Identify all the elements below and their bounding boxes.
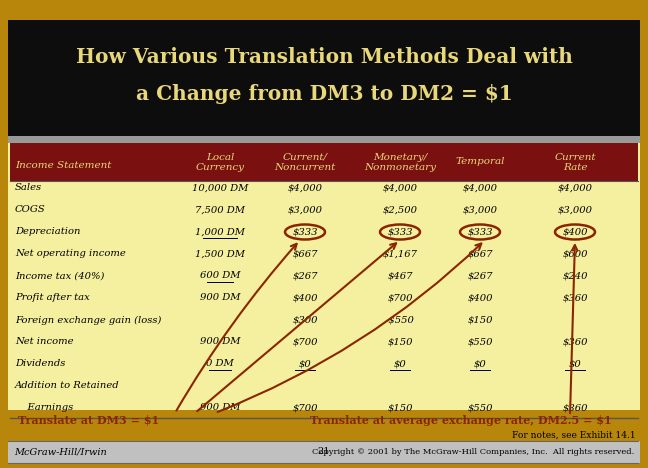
Text: $2,500: $2,500 (382, 205, 417, 214)
Text: Translate at DM3 = $1: Translate at DM3 = $1 (18, 415, 159, 425)
Text: $150: $150 (467, 315, 492, 324)
Text: 10,000 DM: 10,000 DM (192, 183, 248, 192)
Text: $400: $400 (467, 293, 492, 302)
Text: $333: $333 (292, 227, 318, 236)
Text: Current/: Current/ (283, 153, 327, 161)
Text: Income tax (40%): Income tax (40%) (15, 271, 104, 280)
Text: Net operating income: Net operating income (15, 249, 126, 258)
Text: $300: $300 (292, 315, 318, 324)
Bar (8, 20, 640, 138)
Text: 900 DM: 900 DM (200, 293, 240, 302)
Text: $333: $333 (388, 227, 413, 236)
Text: Dividends: Dividends (15, 359, 65, 368)
Text: Copyright © 2001 by The McGraw-Hill Companies, Inc.  All rights reserved.: Copyright © 2001 by The McGraw-Hill Comp… (312, 448, 634, 456)
Text: $400: $400 (292, 293, 318, 302)
Text: Depreciation: Depreciation (15, 227, 80, 236)
Text: $240: $240 (562, 271, 588, 280)
Bar (8, 441, 640, 463)
Text: Earnings: Earnings (15, 403, 73, 412)
Text: $3,000: $3,000 (288, 205, 323, 214)
Text: $400: $400 (562, 227, 588, 236)
Bar (8, 136, 640, 143)
Text: $700: $700 (388, 293, 413, 302)
Text: 7,500 DM: 7,500 DM (195, 205, 245, 214)
Text: $150: $150 (388, 337, 413, 346)
Text: Rate: Rate (562, 163, 587, 173)
Text: $667: $667 (467, 249, 492, 258)
Text: $360: $360 (562, 403, 588, 412)
Text: 1,000 DM: 1,000 DM (195, 227, 245, 236)
Text: McGraw-Hill/Irwin: McGraw-Hill/Irwin (14, 447, 107, 456)
Text: $267: $267 (292, 271, 318, 280)
Text: $0: $0 (393, 359, 406, 368)
Text: $4,000: $4,000 (288, 183, 323, 192)
Text: $4,000: $4,000 (557, 183, 592, 192)
Text: $267: $267 (467, 271, 492, 280)
Text: $600: $600 (562, 249, 588, 258)
Text: -$550: -$550 (386, 315, 415, 324)
Text: 600 DM: 600 DM (200, 271, 240, 280)
Text: $0: $0 (569, 359, 581, 368)
Text: a Change from DM3 to DM2 = $1: a Change from DM3 to DM2 = $1 (135, 84, 513, 104)
Text: 21: 21 (318, 447, 330, 456)
Text: $467: $467 (388, 271, 413, 280)
Text: $550: $550 (467, 403, 492, 412)
Text: $360: $360 (562, 293, 588, 302)
Text: $667: $667 (292, 249, 318, 258)
Text: $1,167: $1,167 (382, 249, 417, 258)
Text: 0 DM: 0 DM (206, 359, 234, 368)
Text: $333: $333 (467, 227, 492, 236)
Text: $4,000: $4,000 (382, 183, 417, 192)
Text: Net income: Net income (15, 337, 73, 346)
Text: Noncurrent: Noncurrent (274, 163, 336, 173)
Text: Foreign exchange gain (loss): Foreign exchange gain (loss) (15, 315, 161, 325)
Text: Currency: Currency (196, 163, 244, 173)
Text: $700: $700 (292, 337, 318, 346)
Text: Current: Current (554, 153, 596, 161)
Text: Income Statement: Income Statement (15, 161, 111, 170)
Text: How Various Translation Methods Deal with: How Various Translation Methods Deal wit… (76, 47, 572, 67)
Text: 900 DM: 900 DM (200, 337, 240, 346)
Text: $0: $0 (474, 359, 487, 368)
Text: $150: $150 (388, 403, 413, 412)
Text: $4,000: $4,000 (463, 183, 498, 192)
Text: Translate at average exchange rate, DM2.5 = $1: Translate at average exchange rate, DM2.… (310, 415, 612, 425)
Text: $3,000: $3,000 (463, 205, 498, 214)
Text: Local: Local (206, 153, 234, 161)
Text: Temporal: Temporal (456, 158, 505, 167)
Text: Profit after tax: Profit after tax (15, 293, 90, 302)
Text: 1,500 DM: 1,500 DM (195, 249, 245, 258)
Text: COGS: COGS (15, 205, 46, 214)
Text: $0: $0 (299, 359, 312, 368)
Bar (10, 143, 638, 181)
Text: Nonmonetary: Nonmonetary (364, 163, 436, 173)
Bar (8, 143, 640, 410)
Text: Addition to Retained: Addition to Retained (15, 381, 120, 390)
Text: $3,000: $3,000 (557, 205, 592, 214)
Text: $550: $550 (467, 337, 492, 346)
Text: For notes, see Exhibit 14.1: For notes, see Exhibit 14.1 (513, 431, 636, 439)
Text: $700: $700 (292, 403, 318, 412)
Text: 900 DM: 900 DM (200, 403, 240, 412)
Text: Monetary/: Monetary/ (373, 153, 427, 161)
Text: Sales: Sales (15, 183, 42, 192)
Text: $360: $360 (562, 337, 588, 346)
